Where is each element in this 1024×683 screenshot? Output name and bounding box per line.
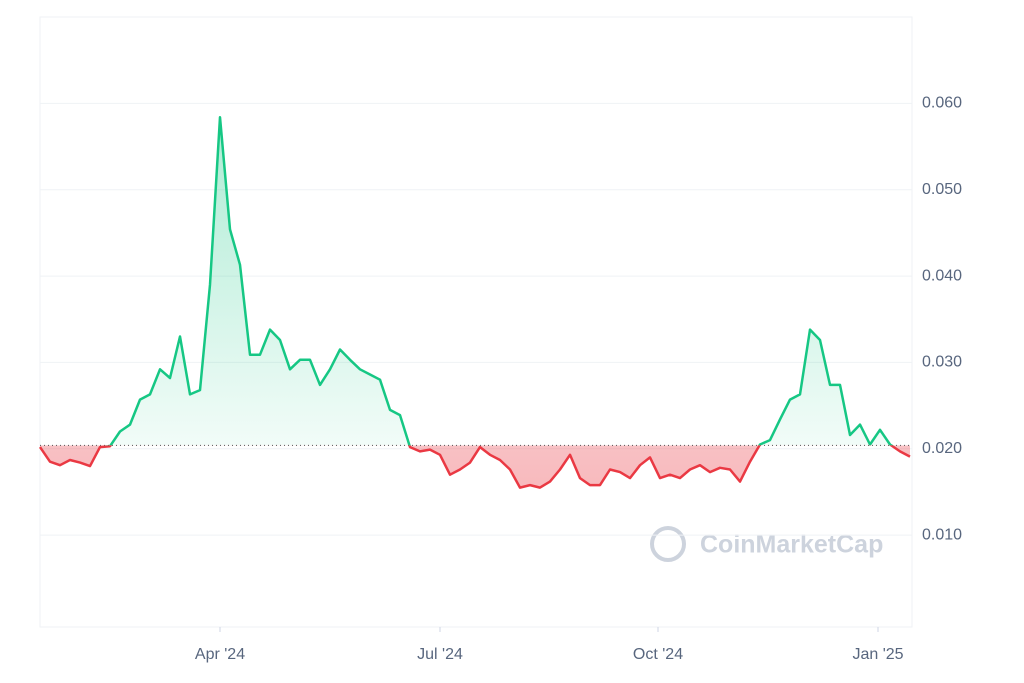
area-down <box>40 445 910 488</box>
x-tick-label: Jan '25 <box>852 646 903 663</box>
y-tick-label: 0.040 <box>922 267 962 284</box>
y-tick-label: 0.050 <box>922 181 962 198</box>
x-tick-label: Oct '24 <box>633 646 683 663</box>
y-tick-label: 0.060 <box>922 95 962 112</box>
y-tick-label: 0.010 <box>922 526 962 543</box>
price-line-up <box>105 115 894 446</box>
price-line-down <box>38 445 911 489</box>
y-tick-label: 0.020 <box>922 440 962 457</box>
x-tick-label: Apr '24 <box>195 646 245 663</box>
area-up <box>40 117 910 446</box>
plot-frame <box>39 16 913 628</box>
watermark: CoinMarketCap <box>650 526 883 562</box>
watermark-logo <box>650 526 686 562</box>
y-tick-label: 0.030 <box>922 354 962 371</box>
x-tick-label: Jul '24 <box>417 646 463 663</box>
